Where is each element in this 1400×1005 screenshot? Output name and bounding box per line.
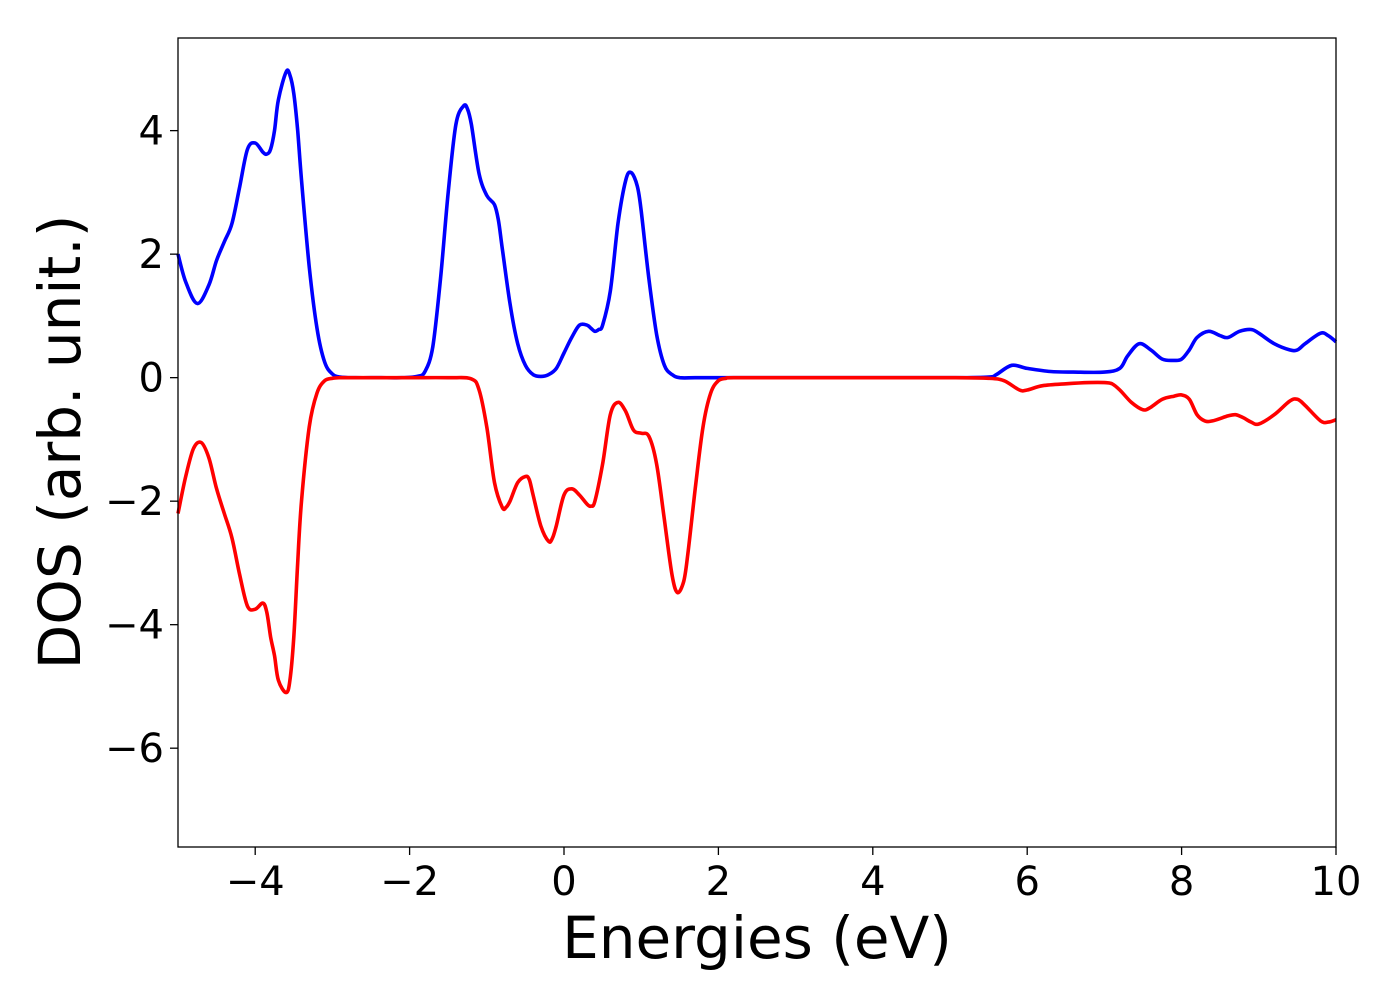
x-tick-label: −4 xyxy=(226,859,285,905)
y-axis-title: DOS (arb. unit.) xyxy=(26,215,94,670)
y-tick-label: 0 xyxy=(139,356,164,402)
x-axis-ticks: −4 −2 0 2 4 6 8 10 xyxy=(226,847,1362,905)
x-axis-title: Energies (eV) xyxy=(562,904,952,972)
x-tick-label: 8 xyxy=(1169,859,1194,905)
y-tick-label: 2 xyxy=(139,232,164,278)
x-tick-label: 0 xyxy=(551,859,576,905)
y-axis-ticks: 4 2 0 −2 −4 −6 xyxy=(105,109,178,772)
x-tick-label: 2 xyxy=(706,859,731,905)
y-tick-label: −2 xyxy=(105,479,164,525)
x-tick-label: −2 xyxy=(380,859,439,905)
x-tick-label: 6 xyxy=(1014,859,1039,905)
series-line-red xyxy=(176,375,1337,695)
series-line-blue xyxy=(176,68,1338,380)
y-tick-label: 4 xyxy=(139,109,164,155)
x-tick-label: 4 xyxy=(860,859,885,905)
y-tick-label: −4 xyxy=(105,603,164,649)
plot-frame xyxy=(177,37,1337,848)
x-tick-label: 10 xyxy=(1311,859,1362,905)
series-layer xyxy=(176,68,1338,695)
y-tick-label: −6 xyxy=(105,726,164,772)
